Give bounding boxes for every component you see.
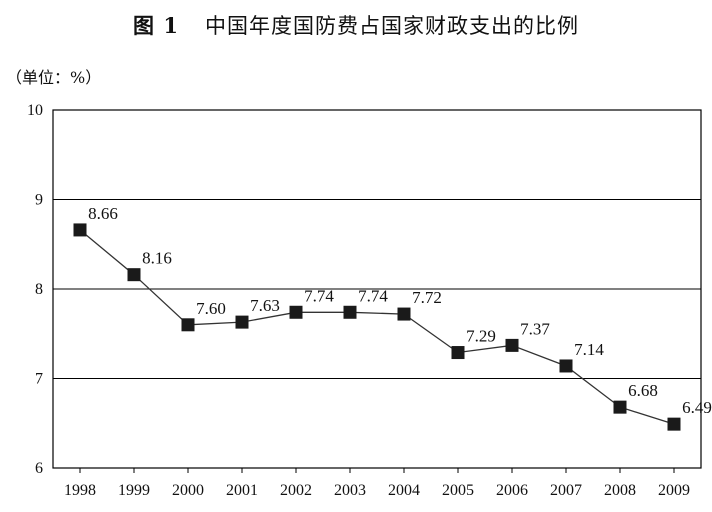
unit-label: （单位：%） (6, 68, 102, 87)
data-label: 7.60 (196, 299, 226, 318)
data-label: 7.74 (358, 286, 388, 305)
data-point-marker (289, 305, 303, 319)
y-tick-label: 6 (35, 460, 43, 477)
data-point-marker (505, 338, 519, 352)
data-point-marker (235, 315, 249, 329)
data-point-marker (73, 223, 87, 237)
x-tick-label: 2007 (550, 482, 582, 499)
x-tick-label: 2008 (604, 482, 636, 499)
chart-title-row: 图 1 中国年度国防费占国家财政支出的比例 (0, 10, 712, 44)
data-point-marker (343, 305, 357, 319)
series-line (79, 229, 675, 425)
data-point-marker (667, 417, 681, 431)
x-tick-label: 2009 (658, 482, 690, 499)
y-tick-label: 8 (35, 281, 43, 298)
y-tick-label: 9 (35, 192, 43, 209)
data-point-marker (181, 318, 195, 332)
data-label: 7.14 (574, 340, 604, 359)
data-label: 8.66 (88, 204, 118, 223)
x-tick-label: 2000 (172, 482, 204, 499)
x-tick-label: 2001 (226, 482, 258, 499)
data-label: 7.63 (250, 296, 280, 315)
data-point-marker (559, 359, 573, 373)
data-label: 6.68 (628, 381, 658, 400)
x-tick-label: 1998 (64, 482, 96, 499)
x-tick-label: 2002 (280, 482, 312, 499)
x-tick-label: 2004 (388, 482, 420, 499)
chart-title: 中国年度国防费占国家财政支出的比例 (204, 14, 579, 38)
data-point-marker (127, 268, 141, 282)
data-point-marker (397, 307, 411, 321)
data-label: 8.16 (142, 249, 172, 268)
figure-label: 图 1 (133, 13, 179, 38)
data-label: 7.37 (520, 319, 550, 338)
data-point-marker (613, 400, 627, 414)
data-label: 7.72 (412, 288, 442, 307)
x-tick-label: 2003 (334, 482, 366, 499)
y-tick-label: 10 (27, 102, 43, 119)
x-tick-label: 2005 (442, 482, 474, 499)
x-tick-label: 2006 (496, 482, 528, 499)
data-label: 7.74 (304, 286, 334, 305)
data-point-marker (451, 346, 465, 360)
y-tick-label: 7 (35, 371, 43, 388)
x-tick-label: 1999 (118, 482, 150, 499)
data-label: 7.29 (466, 327, 496, 346)
data-label: 6.49 (682, 398, 712, 417)
